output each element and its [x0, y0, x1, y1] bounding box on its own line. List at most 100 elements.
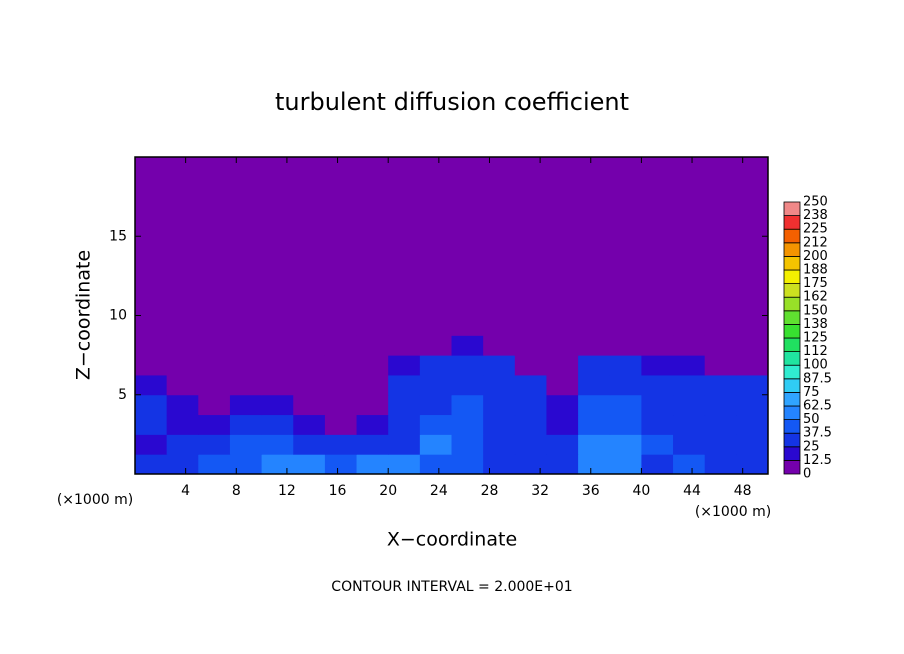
field-cell: [419, 157, 452, 316]
field-cell: [261, 157, 294, 316]
field-cell: [514, 374, 547, 396]
field-cell: [324, 335, 358, 356]
field-cell: [673, 335, 706, 356]
field-cell: [673, 434, 706, 455]
field-cell: [356, 374, 389, 396]
field-cell: [609, 454, 642, 475]
field-cell: [166, 414, 199, 435]
field-cell: [166, 454, 199, 475]
colorbar-swatch: [783, 405, 801, 421]
field-cell: [483, 454, 516, 475]
field-cell: [229, 157, 263, 316]
y-tick-label: 5: [118, 387, 127, 403]
field-cell: [135, 374, 168, 396]
colorbar-swatch: [783, 269, 801, 285]
field-cell: [198, 434, 231, 455]
colorbar-label: 238: [803, 208, 828, 223]
field-cell: [293, 434, 326, 455]
x-unit-label: (×1000 m): [57, 492, 133, 508]
x-tick-label: 44: [683, 483, 701, 499]
colorbar-swatch: [783, 337, 801, 353]
field-cell: [451, 394, 484, 416]
colorbar-swatch: [783, 351, 801, 366]
field-cell: [704, 434, 737, 455]
field-cell: [356, 335, 389, 356]
field-cell: [293, 355, 326, 376]
x-tick-label: 28: [481, 483, 499, 499]
field-cell: [704, 157, 737, 316]
field-cell: [704, 335, 737, 356]
x-tick-label: 36: [582, 483, 600, 499]
field-cell: [673, 355, 706, 376]
field-cell: [261, 454, 294, 475]
x-tick-label: 32: [531, 483, 549, 499]
x-tick-label: 4: [181, 483, 190, 499]
field-cell: [641, 414, 674, 435]
colorbar-swatch: [783, 215, 801, 230]
field-cell: [451, 315, 484, 336]
field-cell: [419, 414, 452, 435]
y-tick-label: 15: [109, 228, 127, 244]
colorbar-label: 62.5: [803, 399, 832, 414]
colorbar-label: 12.5: [803, 453, 832, 468]
field-cell: [546, 315, 579, 336]
field-cell: [166, 335, 199, 356]
colorbar-label: 138: [803, 317, 828, 332]
field-cell: [388, 355, 421, 376]
colorbar-label: 225: [803, 222, 828, 237]
field-cell: [483, 374, 516, 396]
field-cell: [736, 414, 769, 435]
field-cell: [641, 454, 674, 475]
field-cell: [166, 374, 199, 396]
field-cell: [229, 414, 263, 435]
field-cell: [704, 315, 737, 336]
field-cell: [578, 315, 611, 336]
field-cell: [293, 335, 326, 356]
x-axis-label: X−coordinate: [387, 529, 517, 551]
field-cell: [514, 394, 547, 416]
field-cell: [578, 157, 611, 316]
colorbar-swatch: [783, 432, 801, 448]
field-cell: [198, 394, 231, 416]
field-cell: [546, 355, 579, 376]
field-cell: [451, 374, 484, 396]
field-cell: [483, 394, 516, 416]
field-cell: [293, 394, 326, 416]
field-cell: [609, 157, 642, 316]
field-cell: [356, 454, 389, 475]
field-cell: [578, 355, 611, 376]
field-cell: [736, 434, 769, 455]
field-cell: [419, 355, 452, 376]
field-cell: [546, 374, 579, 396]
field-cell: [324, 374, 358, 396]
field-cell: [641, 335, 674, 356]
field-cell: [229, 374, 263, 396]
colorbar-swatch: [783, 419, 801, 434]
field-cell: [324, 315, 358, 336]
field-cell: [483, 355, 516, 376]
field-cell: [261, 414, 294, 435]
field-cell: [261, 335, 294, 356]
field-cell: [135, 335, 168, 356]
field-cell: [451, 157, 484, 316]
field-cell: [229, 454, 263, 475]
x-tick-label: 48: [734, 483, 752, 499]
field-cell: [451, 454, 484, 475]
field-cell: [293, 315, 326, 336]
field-cell: [388, 374, 421, 396]
y-axis-label: Z−coordinate: [73, 250, 95, 380]
colorbar-label: 25: [803, 439, 820, 454]
colorbar-label: 100: [803, 358, 828, 373]
field-cell: [135, 355, 168, 376]
field-cell: [388, 414, 421, 435]
field-cell: [293, 374, 326, 396]
field-cell: [388, 157, 421, 316]
field-cell: [388, 454, 421, 475]
x-tick-label: 16: [329, 483, 347, 499]
field-cell: [388, 434, 421, 455]
field-cell: [293, 157, 326, 316]
field-cell: [704, 355, 737, 376]
field-cell: [609, 374, 642, 396]
field-cell: [483, 335, 516, 356]
